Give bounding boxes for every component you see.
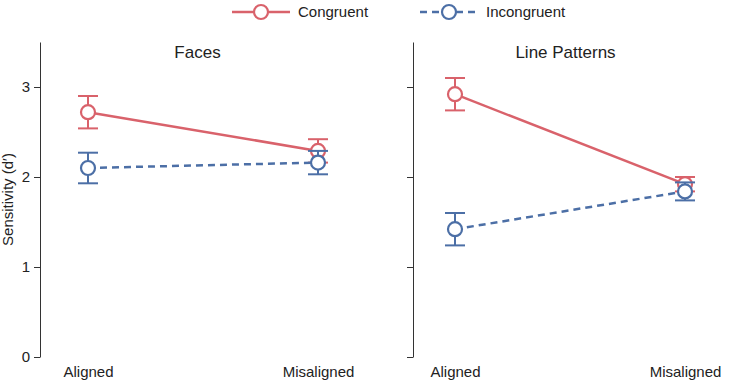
y-tick-label: 0	[22, 348, 30, 365]
series-line	[455, 191, 685, 229]
legend-item: Incongruent	[420, 3, 566, 20]
x-tick: Aligned	[430, 363, 480, 380]
marker	[448, 222, 462, 236]
plot-area	[445, 78, 695, 245]
error-bar-cap	[675, 181, 695, 183]
plot-area	[78, 96, 328, 183]
y-tick-mark	[34, 357, 40, 358]
error-bar-cap	[675, 199, 695, 201]
marker	[81, 105, 95, 119]
y-axis	[407, 43, 414, 358]
error-bar-cap	[308, 138, 328, 140]
y-axis-line	[413, 43, 414, 358]
y-tick	[407, 177, 413, 178]
y-axis-title: Sensitivity (d′)	[0, 153, 16, 246]
series-line	[88, 163, 318, 168]
error-bar-cap	[78, 152, 98, 154]
series-line	[88, 112, 318, 151]
x-tick-label: Misaligned	[283, 363, 355, 380]
x-tick: Misaligned	[283, 363, 355, 380]
legend-marker	[254, 5, 268, 19]
y-tick: 0	[22, 348, 40, 365]
x-axis: Aligned Misaligned	[63, 363, 354, 380]
panel: Aligned Misaligned Line Patterns	[407, 43, 721, 380]
y-tick-mark	[407, 87, 413, 88]
legend-label: Incongruent	[486, 3, 566, 20]
y-tick-mark	[34, 267, 40, 268]
y-tick	[407, 87, 413, 88]
x-tick-label: Misaligned	[650, 363, 722, 380]
panel-title: Line Patterns	[515, 43, 615, 62]
error-bar-cap	[445, 212, 465, 214]
legend-item: Congruent	[232, 3, 369, 20]
error-bar-cap	[78, 95, 98, 97]
error-bar-cap	[445, 109, 465, 111]
x-tick: Misaligned	[650, 363, 722, 380]
y-tick-label: 1	[22, 258, 30, 275]
error-bar-cap	[308, 150, 328, 152]
error-bar-cap	[78, 127, 98, 129]
error-bar	[78, 96, 98, 128]
marker	[448, 87, 462, 101]
x-axis: Aligned Misaligned	[430, 363, 721, 380]
y-tick: 1	[22, 258, 40, 275]
marker	[311, 156, 325, 170]
x-tick-label: Aligned	[430, 363, 480, 380]
y-tick: 3	[22, 78, 40, 95]
error-bar-cap	[308, 173, 328, 175]
panel-title: Faces	[174, 43, 220, 62]
legend-label: Congruent	[298, 3, 369, 20]
x-tick-label: Aligned	[63, 363, 113, 380]
marker	[678, 184, 692, 198]
y-tick-label: 3	[22, 78, 30, 95]
error-bar	[78, 153, 98, 184]
y-tick-mark	[407, 267, 413, 268]
legend-marker	[442, 5, 456, 19]
error-bar	[445, 78, 465, 110]
error-bar	[308, 151, 328, 174]
error-bar	[675, 182, 695, 200]
y-tick-mark	[407, 357, 413, 358]
x-tick: Aligned	[63, 363, 113, 380]
y-tick-mark	[407, 177, 413, 178]
error-bar-cap	[445, 244, 465, 246]
series-line	[455, 94, 685, 184]
y-tick-label: 2	[22, 168, 30, 185]
error-bar-cap	[78, 182, 98, 184]
chart: 0 1 2 3 Aligned Misaligned Faces Sensitivity (d…	[0, 0, 729, 386]
marker	[81, 161, 95, 175]
error-bar-cap	[445, 77, 465, 79]
y-tick	[407, 267, 413, 268]
y-axis-line	[40, 43, 41, 358]
y-tick-mark	[34, 87, 40, 88]
error-bar	[445, 213, 465, 245]
y-tick-mark	[34, 177, 40, 178]
panel: 0 1 2 3 Aligned Misaligned Faces	[22, 43, 355, 380]
y-tick: 2	[22, 168, 40, 185]
y-axis: 0 1 2 3	[22, 43, 41, 366]
y-tick	[407, 357, 413, 358]
